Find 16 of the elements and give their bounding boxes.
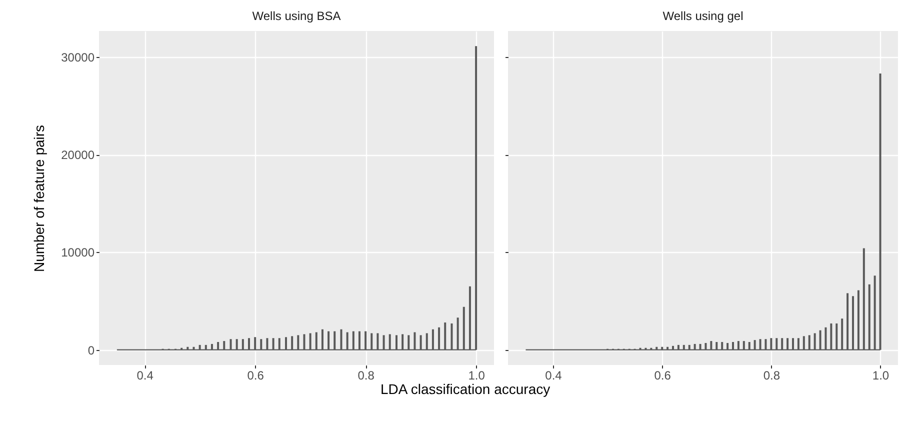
x-tick-label: 1.0	[468, 368, 486, 382]
chart-title: Wells using BSA	[252, 9, 341, 23]
y-tick-label: 20000	[61, 148, 95, 162]
x-tick-label: 1.0	[872, 368, 890, 382]
x-tick-label: 0.4	[136, 368, 154, 382]
y-axis-title: Number of feature pairs	[31, 124, 48, 272]
x-tick-label: 0.8	[763, 368, 780, 382]
x-tick-label: 0.6	[247, 368, 264, 382]
x-axis-title: LDA classification accuracy	[380, 381, 550, 397]
x-tick-label: 0.8	[358, 368, 375, 382]
y-tick-label: 30000	[61, 50, 95, 64]
x-tick-label: 0.4	[545, 368, 562, 382]
y-tick-label: 10000	[61, 246, 95, 260]
y-tick-label: 0	[88, 343, 95, 358]
chart-title: Wells using gel	[662, 9, 744, 23]
x-tick-label: 0.6	[654, 368, 672, 382]
